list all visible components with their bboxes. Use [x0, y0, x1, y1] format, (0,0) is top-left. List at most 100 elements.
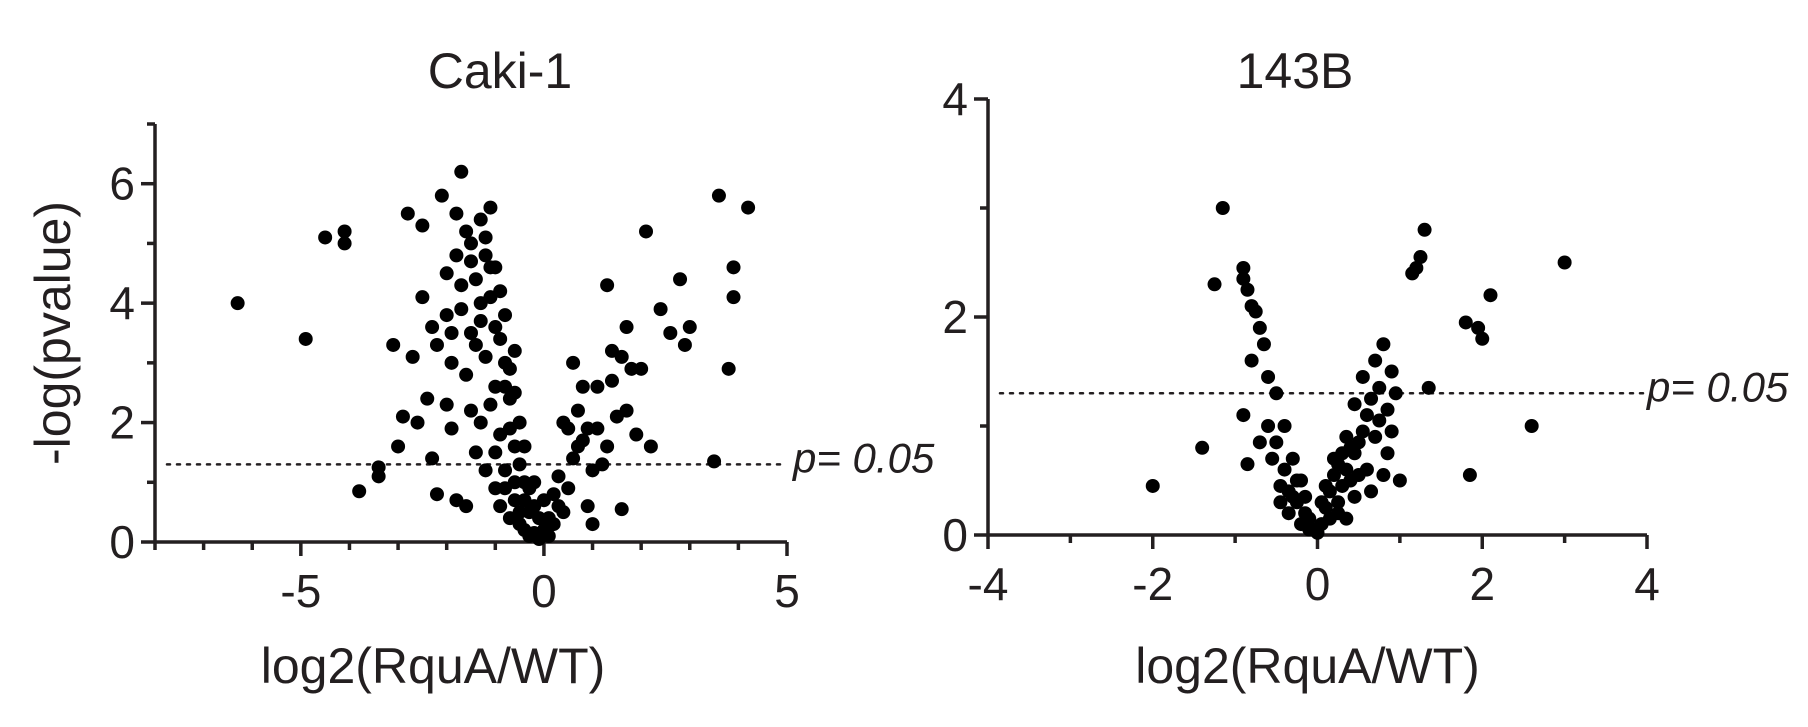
- data-point: [570, 403, 585, 418]
- data-point: [619, 320, 634, 335]
- data-point: [439, 397, 454, 412]
- data-point: [522, 529, 537, 544]
- data-point: [478, 349, 493, 364]
- data-point: [1252, 320, 1267, 335]
- data-point: [483, 397, 498, 412]
- data-point: [507, 493, 522, 508]
- data-point: [1372, 380, 1387, 395]
- data-point: [527, 475, 542, 490]
- data-point: [298, 331, 313, 346]
- data-point: [449, 206, 464, 221]
- data-point: [507, 475, 522, 490]
- data-point: [425, 320, 440, 335]
- data-point: [473, 212, 488, 227]
- data-point: [639, 224, 654, 239]
- data-point: [1339, 429, 1354, 444]
- data-point: [1339, 511, 1354, 526]
- data-point: [415, 290, 430, 305]
- data-point: [1413, 250, 1428, 265]
- data-point: [1248, 304, 1263, 319]
- data-point: [318, 230, 333, 245]
- data-point: [464, 403, 478, 418]
- data-point: [1355, 369, 1370, 384]
- data-point: [488, 445, 503, 460]
- data-point: [1302, 522, 1317, 537]
- data-point: [1335, 478, 1350, 493]
- data-point: [566, 355, 581, 370]
- data-point: [1388, 386, 1403, 401]
- chart-panel-caki-1: Caki-1 -5 0 5 0 2 4 6 log2(RquA/WT) -log(pvalue) p…: [25, 43, 935, 694]
- data-point: [400, 206, 415, 221]
- data-point: [1145, 478, 1160, 493]
- data-point: [1236, 260, 1251, 275]
- data-point: [439, 308, 454, 323]
- x-tick-label: 4: [1634, 558, 1660, 610]
- data-point: [493, 331, 508, 346]
- data-point: [493, 499, 508, 514]
- data-point: [1269, 435, 1284, 450]
- data-point: [449, 248, 464, 263]
- data-point: [1331, 457, 1346, 472]
- data-point: [1240, 282, 1255, 297]
- data-point: [561, 421, 576, 436]
- data-point: [561, 481, 576, 496]
- y-tick-label: 2: [942, 291, 968, 343]
- data-point: [502, 361, 517, 376]
- data-point: [1298, 489, 1313, 504]
- data-point: [1277, 462, 1292, 477]
- data-point: [1281, 506, 1296, 521]
- data-point: [726, 290, 741, 305]
- data-point: [483, 290, 498, 305]
- data-point: [546, 517, 561, 532]
- threshold-label: p= 0.05: [791, 434, 935, 481]
- data-point: [391, 439, 406, 454]
- data-point: [624, 361, 639, 376]
- data-point: [468, 337, 483, 352]
- data-point: [1326, 468, 1341, 483]
- data-point: [1359, 408, 1374, 423]
- data-point: [1265, 451, 1280, 466]
- data-point: [459, 224, 474, 239]
- data-point: [410, 415, 425, 430]
- data-point: [1380, 446, 1395, 461]
- data-point: [498, 308, 513, 323]
- data-point: [473, 415, 488, 430]
- data-point: [352, 484, 367, 499]
- data-point: [580, 499, 595, 514]
- data-point: [512, 415, 527, 430]
- y-tick-label: 2: [109, 397, 135, 449]
- data-point: [1417, 222, 1432, 237]
- y-tick-label: 4: [942, 73, 968, 125]
- data-point: [1409, 260, 1424, 275]
- data-point: [454, 164, 469, 179]
- data-point: [1318, 478, 1333, 493]
- data-point: [464, 326, 478, 340]
- data-point: [1273, 495, 1288, 510]
- data-point: [478, 463, 493, 478]
- data-point: [1483, 288, 1498, 303]
- data-point: [1215, 201, 1230, 215]
- data-point: [726, 260, 741, 275]
- data-point: [1364, 484, 1379, 499]
- data-point: [1351, 468, 1366, 483]
- data-point: [1207, 277, 1222, 292]
- data-point: [1355, 424, 1370, 439]
- data-point: [1384, 364, 1399, 379]
- data-point: [454, 278, 469, 293]
- data-point: [488, 320, 503, 335]
- data-point: [570, 439, 585, 454]
- data-point: [1524, 419, 1539, 433]
- data-point: [600, 439, 615, 454]
- data-point: [604, 373, 619, 388]
- data-point: [566, 451, 581, 466]
- data-point: [1347, 489, 1362, 504]
- data-point: [439, 266, 454, 281]
- data-point: [507, 439, 522, 454]
- data-point: [682, 320, 697, 335]
- data-point: [395, 409, 410, 424]
- data-point: [1462, 468, 1477, 483]
- data-point: [464, 236, 478, 251]
- data-point: [1372, 413, 1387, 428]
- data-point: [1256, 337, 1271, 352]
- data-point: [541, 529, 556, 544]
